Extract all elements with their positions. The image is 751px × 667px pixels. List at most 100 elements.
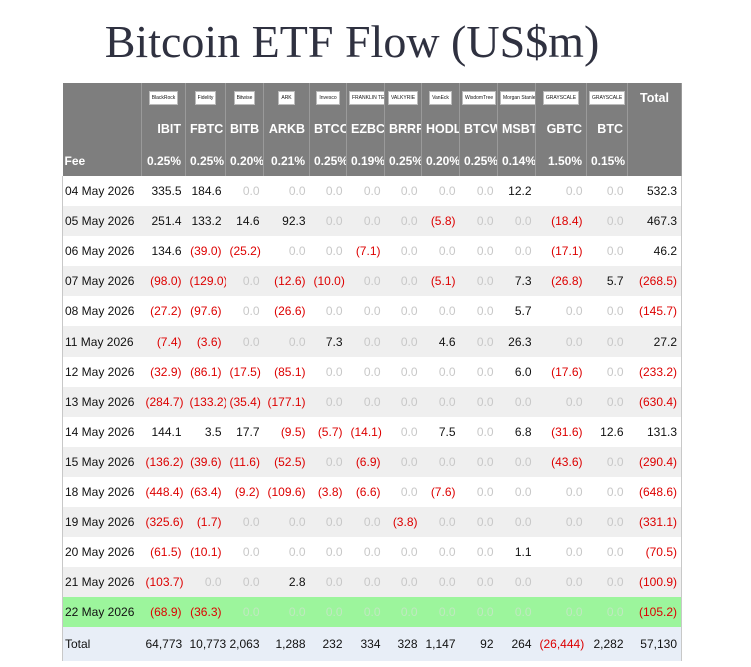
etf-flow-table: BlackRock Fidelity Bitwise ARK Invesco FRANKL…: [62, 83, 682, 662]
table-row: 07 May 2026 (98.0) (129.0) 0.0 (12.6) (10.0) 0…: [62, 266, 682, 297]
issuer-logo-fbtc: Fidelity: [194, 91, 217, 106]
flow-cell: (31.6): [535, 416, 587, 447]
flow-cell: 0.0: [225, 507, 264, 538]
flow-cell: 7.3: [309, 326, 347, 357]
row-total-cell: 532.3: [627, 176, 682, 207]
flow-cell: 0.0: [225, 296, 264, 327]
flow-cell: 0.0: [586, 356, 628, 387]
flow-cell: 7.3: [497, 266, 536, 297]
flow-cell: 0.0: [586, 326, 628, 357]
flow-cell: (27.2): [141, 296, 186, 327]
flow-cell: 0.0: [346, 507, 385, 538]
flow-cell: 0.0: [346, 356, 385, 387]
flow-cell: (43.6): [535, 446, 587, 477]
flow-cell: 0.0: [586, 176, 628, 207]
row-total-cell: (70.5): [627, 537, 682, 568]
fee-label: Fee: [62, 145, 142, 176]
flow-cell: 14.6: [225, 206, 264, 237]
flow-cell: 0.0: [535, 386, 587, 417]
table-row: 20 May 2026 (61.5) (10.1) 0.0 0.0 0.0 0.0 0.0 0.…: [62, 537, 682, 568]
flow-cell: 251.4: [141, 206, 186, 237]
row-total-cell: (331.1): [627, 507, 682, 538]
flow-cell: 0.0: [421, 176, 460, 207]
totals-label: Total: [62, 627, 142, 662]
flow-cell: 0.0: [459, 567, 498, 598]
flow-cell: 17.7: [225, 416, 264, 447]
flow-cell: (6.6): [346, 476, 385, 508]
flow-cell: 6.8: [497, 416, 536, 447]
flow-cell: (32.9): [141, 356, 186, 387]
flow-cell: (85.1): [263, 356, 310, 387]
table-row: 14 May 2026 144.1 3.5 17.7 (9.5) (5.7) (14.1) 0…: [62, 416, 682, 447]
flow-cell: 0.0: [309, 296, 347, 327]
flow-cell: (448.4): [141, 476, 186, 508]
flow-cell: 12.2: [497, 176, 536, 207]
issuer-logo-ezbc: FRANKLIN TEMPLETON: [349, 91, 384, 106]
flow-cell: (3.8): [384, 507, 422, 538]
flow-cell: 0.0: [535, 507, 587, 538]
table-row: 15 May 2026 (136.2) (39.6) (11.6) (52.5) 0.0(…: [62, 446, 682, 477]
flow-cell: 0.0: [185, 567, 226, 598]
table-row: 18 May 2026 (448.4) (63.4) (9.2) (109.6) (3.8…: [62, 476, 682, 508]
fee-value: 1.50%: [535, 145, 587, 176]
flow-cell: (7.4): [141, 326, 186, 357]
flow-cell: 0.0: [384, 537, 422, 568]
flow-cell: 0.0: [346, 266, 385, 297]
flow-cell: 0.0: [346, 326, 385, 357]
flow-cell: 6.0: [497, 356, 536, 387]
flow-cell: 0.0: [586, 206, 628, 237]
flow-cell: (35.4): [225, 386, 264, 417]
flow-cell: 0.0: [535, 296, 587, 327]
flow-cell: (10.1): [185, 537, 226, 568]
flow-cell: 0.0: [421, 356, 460, 387]
table-row: 21 May 2026 (103.7) 0.0 0.0 2.8 0.0 0.0 0.0 0.0 0…: [62, 567, 682, 598]
flow-cell: 0.0: [225, 266, 264, 297]
ticker-label: BTC: [586, 113, 628, 145]
flow-cell: 5.7: [497, 296, 536, 327]
flow-cell: 0.0: [309, 206, 347, 237]
flow-cell: 134.6: [141, 236, 186, 267]
flow-cell: 0.0: [421, 537, 460, 568]
date-cell: 22 May 2026: [62, 597, 142, 628]
totals-cell: (26,444): [535, 627, 587, 662]
flow-cell: (97.6): [185, 296, 226, 327]
flow-cell: 0.0: [384, 597, 422, 628]
flow-cell: 0.0: [309, 386, 347, 417]
ticker-label: MSBT: [497, 113, 536, 145]
flow-cell: (5.7): [309, 416, 347, 447]
flow-cell: (17.6): [535, 356, 587, 387]
flow-cell: (9.2): [225, 476, 264, 508]
totals-cell: 1,147: [421, 627, 460, 662]
flow-cell: 0.0: [459, 176, 498, 207]
fee-value: 0.19%: [346, 145, 385, 176]
issuer-logo-cell: VanEck: [421, 83, 460, 113]
flow-cell: 0.0: [535, 537, 587, 568]
ticker-label: FBTC: [185, 113, 226, 145]
flow-cell: (17.5): [225, 356, 264, 387]
flow-cell: 0.0: [225, 567, 264, 598]
issuer-logo-cell: GRAYSCALE: [535, 83, 587, 113]
totals-cell: 10,773: [185, 627, 226, 662]
row-total-cell: (105.2): [627, 597, 682, 628]
flow-cell: 0.0: [384, 416, 422, 447]
row-total-cell: (648.6): [627, 476, 682, 508]
flow-cell: 0.0: [459, 597, 498, 628]
flow-cell: (325.6): [141, 507, 186, 538]
flow-cell: 0.0: [497, 206, 536, 237]
flow-cell: 12.6: [586, 416, 628, 447]
flow-cell: 0.0: [497, 446, 536, 477]
issuer-logo-brrr: VALKYRIE: [387, 91, 419, 106]
table-row: 04 May 2026 335.5 184.6 0.0 0.0 0.0 0.0 0.0 0.0 0…: [62, 176, 682, 207]
fee-value: 0.25%: [384, 145, 422, 176]
totals-row: Total 64,773 10,773 2,063 1,288 232 334 328 1,14…: [62, 627, 682, 662]
flow-cell: (39.6): [185, 446, 226, 477]
flow-cell: (36.3): [185, 597, 226, 628]
flow-cell: 0.0: [459, 296, 498, 327]
fee-value: 0.15%: [586, 145, 628, 176]
total-header: Total: [627, 83, 682, 113]
flow-cell: (133.2): [185, 386, 226, 417]
flow-cell: (103.7): [141, 567, 186, 598]
flow-cell: (9.5): [263, 416, 310, 447]
flow-cell: 0.0: [586, 236, 628, 267]
flow-cell: 133.2: [185, 206, 226, 237]
